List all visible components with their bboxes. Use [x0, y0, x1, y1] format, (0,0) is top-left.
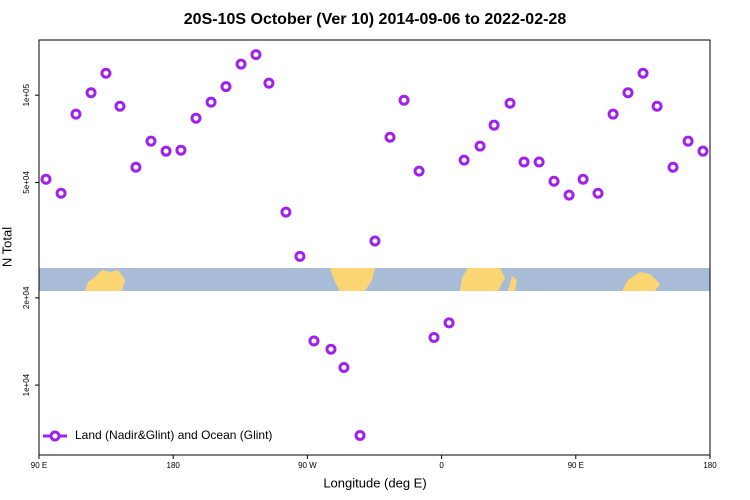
point [592, 187, 604, 199]
point [263, 77, 275, 89]
point [175, 144, 187, 156]
point [563, 189, 575, 201]
legend-label: Land (Nadir&Glint) and Ocean (Glint) [75, 428, 272, 442]
point [488, 119, 500, 131]
point [130, 161, 142, 173]
point [398, 94, 410, 106]
x-tick-label: 180 [167, 461, 181, 470]
point [458, 154, 470, 166]
point [308, 335, 320, 347]
y-tick-label: 1e+04 [22, 373, 31, 396]
point [428, 331, 440, 343]
point [70, 108, 82, 120]
point [637, 67, 649, 79]
x-tick-label: 90 E [568, 461, 584, 470]
point [100, 67, 112, 79]
y-tick-label: 2e+04 [22, 286, 31, 309]
point [413, 165, 425, 177]
point [160, 145, 172, 157]
x-tick-label: 90 W [298, 461, 317, 470]
point [607, 108, 619, 120]
point [114, 100, 126, 112]
y-tick-label: 1e+05 [22, 83, 31, 106]
point [250, 49, 262, 61]
point [235, 58, 247, 70]
chart-title: 20S-10S October (Ver 10) 2014-09-06 to 2… [184, 11, 567, 28]
point [667, 161, 679, 173]
point [205, 96, 217, 108]
legend-marker [49, 430, 61, 442]
point [622, 87, 634, 99]
point [651, 100, 663, 112]
point [55, 187, 67, 199]
plot-frame [38, 39, 711, 456]
point [145, 135, 157, 147]
x-tick-label: 0 [439, 461, 444, 470]
x-tick-label: 180 [703, 461, 717, 470]
y-axis-label: N Total [0, 227, 14, 267]
point [504, 97, 516, 109]
x-axis-label: Longitude (deg E) [323, 475, 426, 490]
point [369, 235, 381, 247]
y-tick-label: 5e+04 [22, 171, 31, 194]
point [577, 173, 589, 185]
point [443, 317, 455, 329]
point [338, 362, 350, 374]
point [294, 250, 306, 262]
point [40, 173, 52, 185]
point [518, 156, 530, 168]
x-tick-label: 90 E [31, 461, 47, 470]
point [697, 145, 709, 157]
point [682, 135, 694, 147]
point [220, 81, 232, 93]
point [85, 87, 97, 99]
point [474, 140, 486, 152]
point [354, 430, 366, 442]
point [533, 156, 545, 168]
point [384, 131, 396, 143]
point [548, 175, 560, 187]
map-strip [39, 268, 710, 291]
point [325, 343, 337, 355]
point [280, 206, 292, 218]
point [190, 112, 202, 124]
